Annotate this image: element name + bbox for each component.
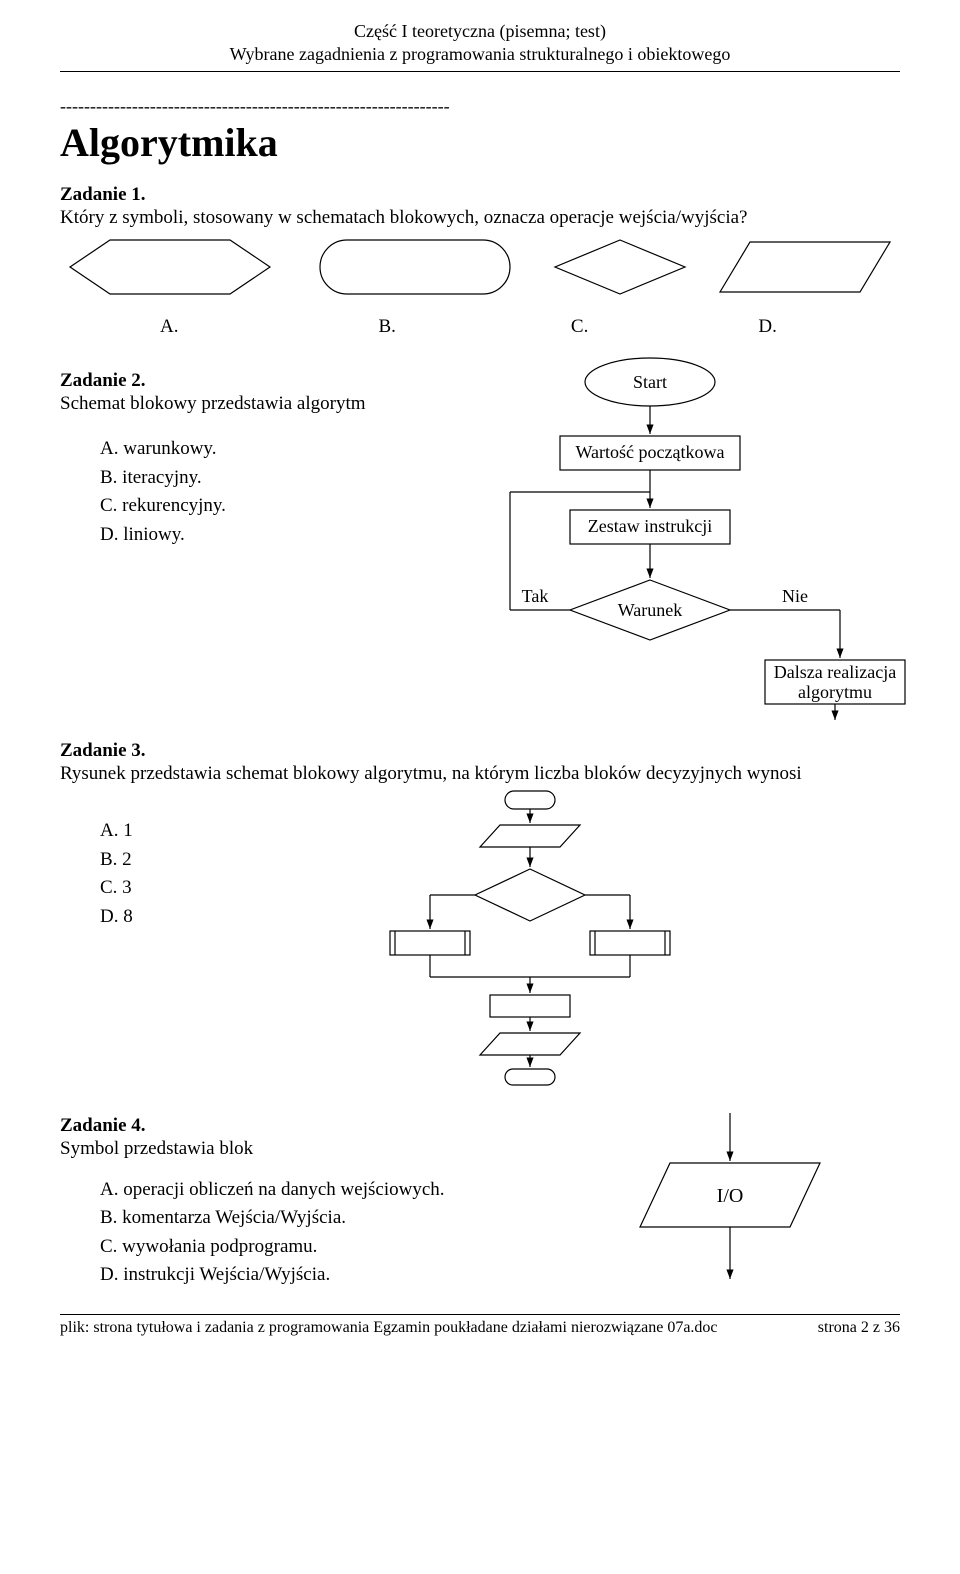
q1-label-b: B. [378,316,395,338]
no-label: Nie [782,586,808,606]
start-terminator [505,791,555,809]
q1-label-a: A. [160,316,178,338]
q1-text: Który z symboli, stosowany w schematach … [60,206,900,231]
q1-label-c: C. [571,316,588,338]
init-label: Wartość początkowa [576,442,725,462]
io-label: I/O [717,1185,744,1207]
next-label1: Dalsza realizacja [774,662,896,682]
header-line1: Część I teoretyczna (pisemna; test) [60,20,900,43]
q1-shapes [60,230,900,304]
cond-label: Warunek [618,600,683,620]
q4-head: Zadanie 4. [60,1115,600,1137]
q3-head: Zadanie 3. [60,740,900,762]
diamond-icon [555,240,685,294]
footer-right: strona 2 z 36 [818,1319,900,1337]
decision-node [475,869,585,921]
section-title: Algorytmika [60,119,900,166]
end-terminator [505,1069,555,1085]
q4-opt-b: B. komentarza Wejścia/Wyjścia. [100,1204,600,1233]
q3-opt-d: D. 8 [100,903,320,932]
q2-opt-a: A. warunkowy. [100,435,430,464]
proc-right [590,931,670,955]
q1-label-d: D. [758,316,776,338]
q2-flowchart: Start Wartość początkowa Zestaw instrukc… [440,352,910,722]
q3-text: Rysunek przedstawia schemat blokowy algo… [60,762,900,787]
dashes: ----------------------------------------… [60,96,900,117]
q2-opt-d: D. liniowy. [100,521,430,550]
q3-opt-c: C. 3 [100,874,320,903]
yes-label: Tak [522,586,549,606]
page-footer: plik: strona tytułowa i zadania z progra… [60,1314,900,1337]
instr-label: Zestaw instrukcji [588,516,712,536]
footer-left: plik: strona tytułowa i zadania z progra… [60,1319,718,1337]
q2-opt-b: B. iteracyjny. [100,464,430,493]
q1-labels: A. B. C. D. [60,316,900,338]
q1-head: Zadanie 1. [60,184,900,206]
q4-opt-c: C. wywołania podprogramu. [100,1233,600,1262]
parallelogram-icon [720,242,890,292]
q2-head: Zadanie 2. [60,370,430,392]
q4-options: A. operacji obliczeń na danych wejściowy… [100,1176,600,1290]
q3-opt-a: A. 1 [100,817,320,846]
q2-text: Schemat blokowy przedstawia algorytm [60,392,430,417]
io-out [480,1033,580,1055]
q3-opt-b: B. 2 [100,846,320,875]
q3-flowchart [340,787,720,1087]
q2-options: A. warunkowy. B. iteracyjny. C. rekurenc… [100,435,430,549]
q2-opt-c: C. rekurencyjny. [100,492,430,521]
hexagon-icon [70,240,270,294]
page-header: Część I teoretyczna (pisemna; test) Wybr… [60,20,900,67]
q4-opt-a: A. operacji obliczeń na danych wejściowy… [100,1176,600,1205]
proc-merged [490,995,570,1017]
q4-symbol: I/O [610,1107,850,1287]
q4-opt-d: D. instrukcji Wejścia/Wyjścia. [100,1261,600,1290]
header-line2: Wybrane zagadnienia z programowania stru… [60,43,900,66]
next-label2: algorytmu [798,682,872,702]
header-divider [60,71,900,72]
rounded-rect-icon [320,240,510,294]
q4-text: Symbol przedstawia blok [60,1137,600,1162]
q3-options: A. 1 B. 2 C. 3 D. 8 [100,817,320,931]
io-node [480,825,580,847]
proc-left [390,931,470,955]
start-label: Start [633,372,667,392]
